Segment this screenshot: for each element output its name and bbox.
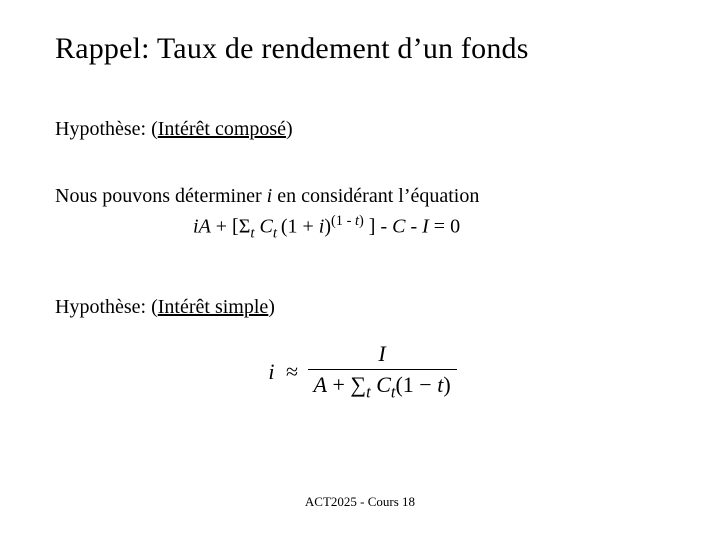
den-open: (1 − xyxy=(395,372,437,397)
den-plus: + xyxy=(327,372,350,397)
intro-b: en considérant l’équation xyxy=(272,185,479,207)
eq-after: ] - xyxy=(364,216,392,238)
page-title: Rappel: Taux de rendement d’un fonds xyxy=(55,32,670,66)
eq-exp-open: (1 - xyxy=(331,213,355,229)
hypo1-underlined: Intérêt composé xyxy=(158,118,286,140)
equation-compound: iA + [Σt Ct (1 + i)(1 - t) ] - C - I = 0 xyxy=(55,212,670,244)
den-C: C xyxy=(376,372,391,397)
eq-A: A xyxy=(199,216,211,238)
den-close: ) xyxy=(443,372,450,397)
eq-open: (1 + xyxy=(281,216,319,238)
frac-lhs: i xyxy=(268,359,274,385)
hypo2-underlined: Intérêt simple xyxy=(158,296,269,318)
equation-simple: i ≈ I A + ∑t Ct(1 − t) xyxy=(55,341,670,402)
eq-eq0: = 0 xyxy=(429,216,460,238)
hypo2-prefix: Hypothèse: ( xyxy=(55,296,158,318)
hypo1-suffix: ) xyxy=(286,118,293,140)
intro-a: Nous pouvons déterminer xyxy=(55,185,267,207)
eq-minus: - xyxy=(405,216,422,238)
hypothesis-simple: Hypothèse: (Intérêt simple) xyxy=(55,294,670,321)
eq-close: ) xyxy=(324,216,331,238)
sigma-icon: Σ xyxy=(239,216,251,238)
fraction: I A + ∑t Ct(1 − t) xyxy=(308,341,457,402)
eq-C: C xyxy=(260,216,273,238)
eq-Ibig: I xyxy=(422,216,429,238)
intro-sentence: Nous pouvons déterminer i en considérant… xyxy=(55,183,670,244)
fraction-denominator: A + ∑t Ct(1 − t) xyxy=(308,369,457,402)
hypo2-suffix: ) xyxy=(268,296,275,318)
eq-sub-t1: t xyxy=(250,226,254,242)
den-sub-t: t xyxy=(366,382,371,401)
den-sigma-icon: ∑ xyxy=(350,372,366,397)
den-A: A xyxy=(314,372,327,397)
eq-sub-t2: t xyxy=(273,226,281,242)
fraction-wrap: i ≈ I A + ∑t Ct(1 − t) xyxy=(268,341,456,402)
approx-icon: ≈ xyxy=(286,359,298,385)
eq-Cbig: C xyxy=(392,216,405,238)
hypothesis-compound: Hypothèse: (Intérêt composé) xyxy=(55,116,670,143)
hypo1-prefix: Hypothèse: ( xyxy=(55,118,158,140)
eq-plus-bracket: + [ xyxy=(211,216,239,238)
fraction-numerator: I xyxy=(308,341,457,369)
eq-exponent: (1 - t) xyxy=(331,213,364,229)
slide: Rappel: Taux de rendement d’un fonds Hyp… xyxy=(0,0,720,540)
slide-footer: ACT2025 - Cours 18 xyxy=(0,494,720,510)
